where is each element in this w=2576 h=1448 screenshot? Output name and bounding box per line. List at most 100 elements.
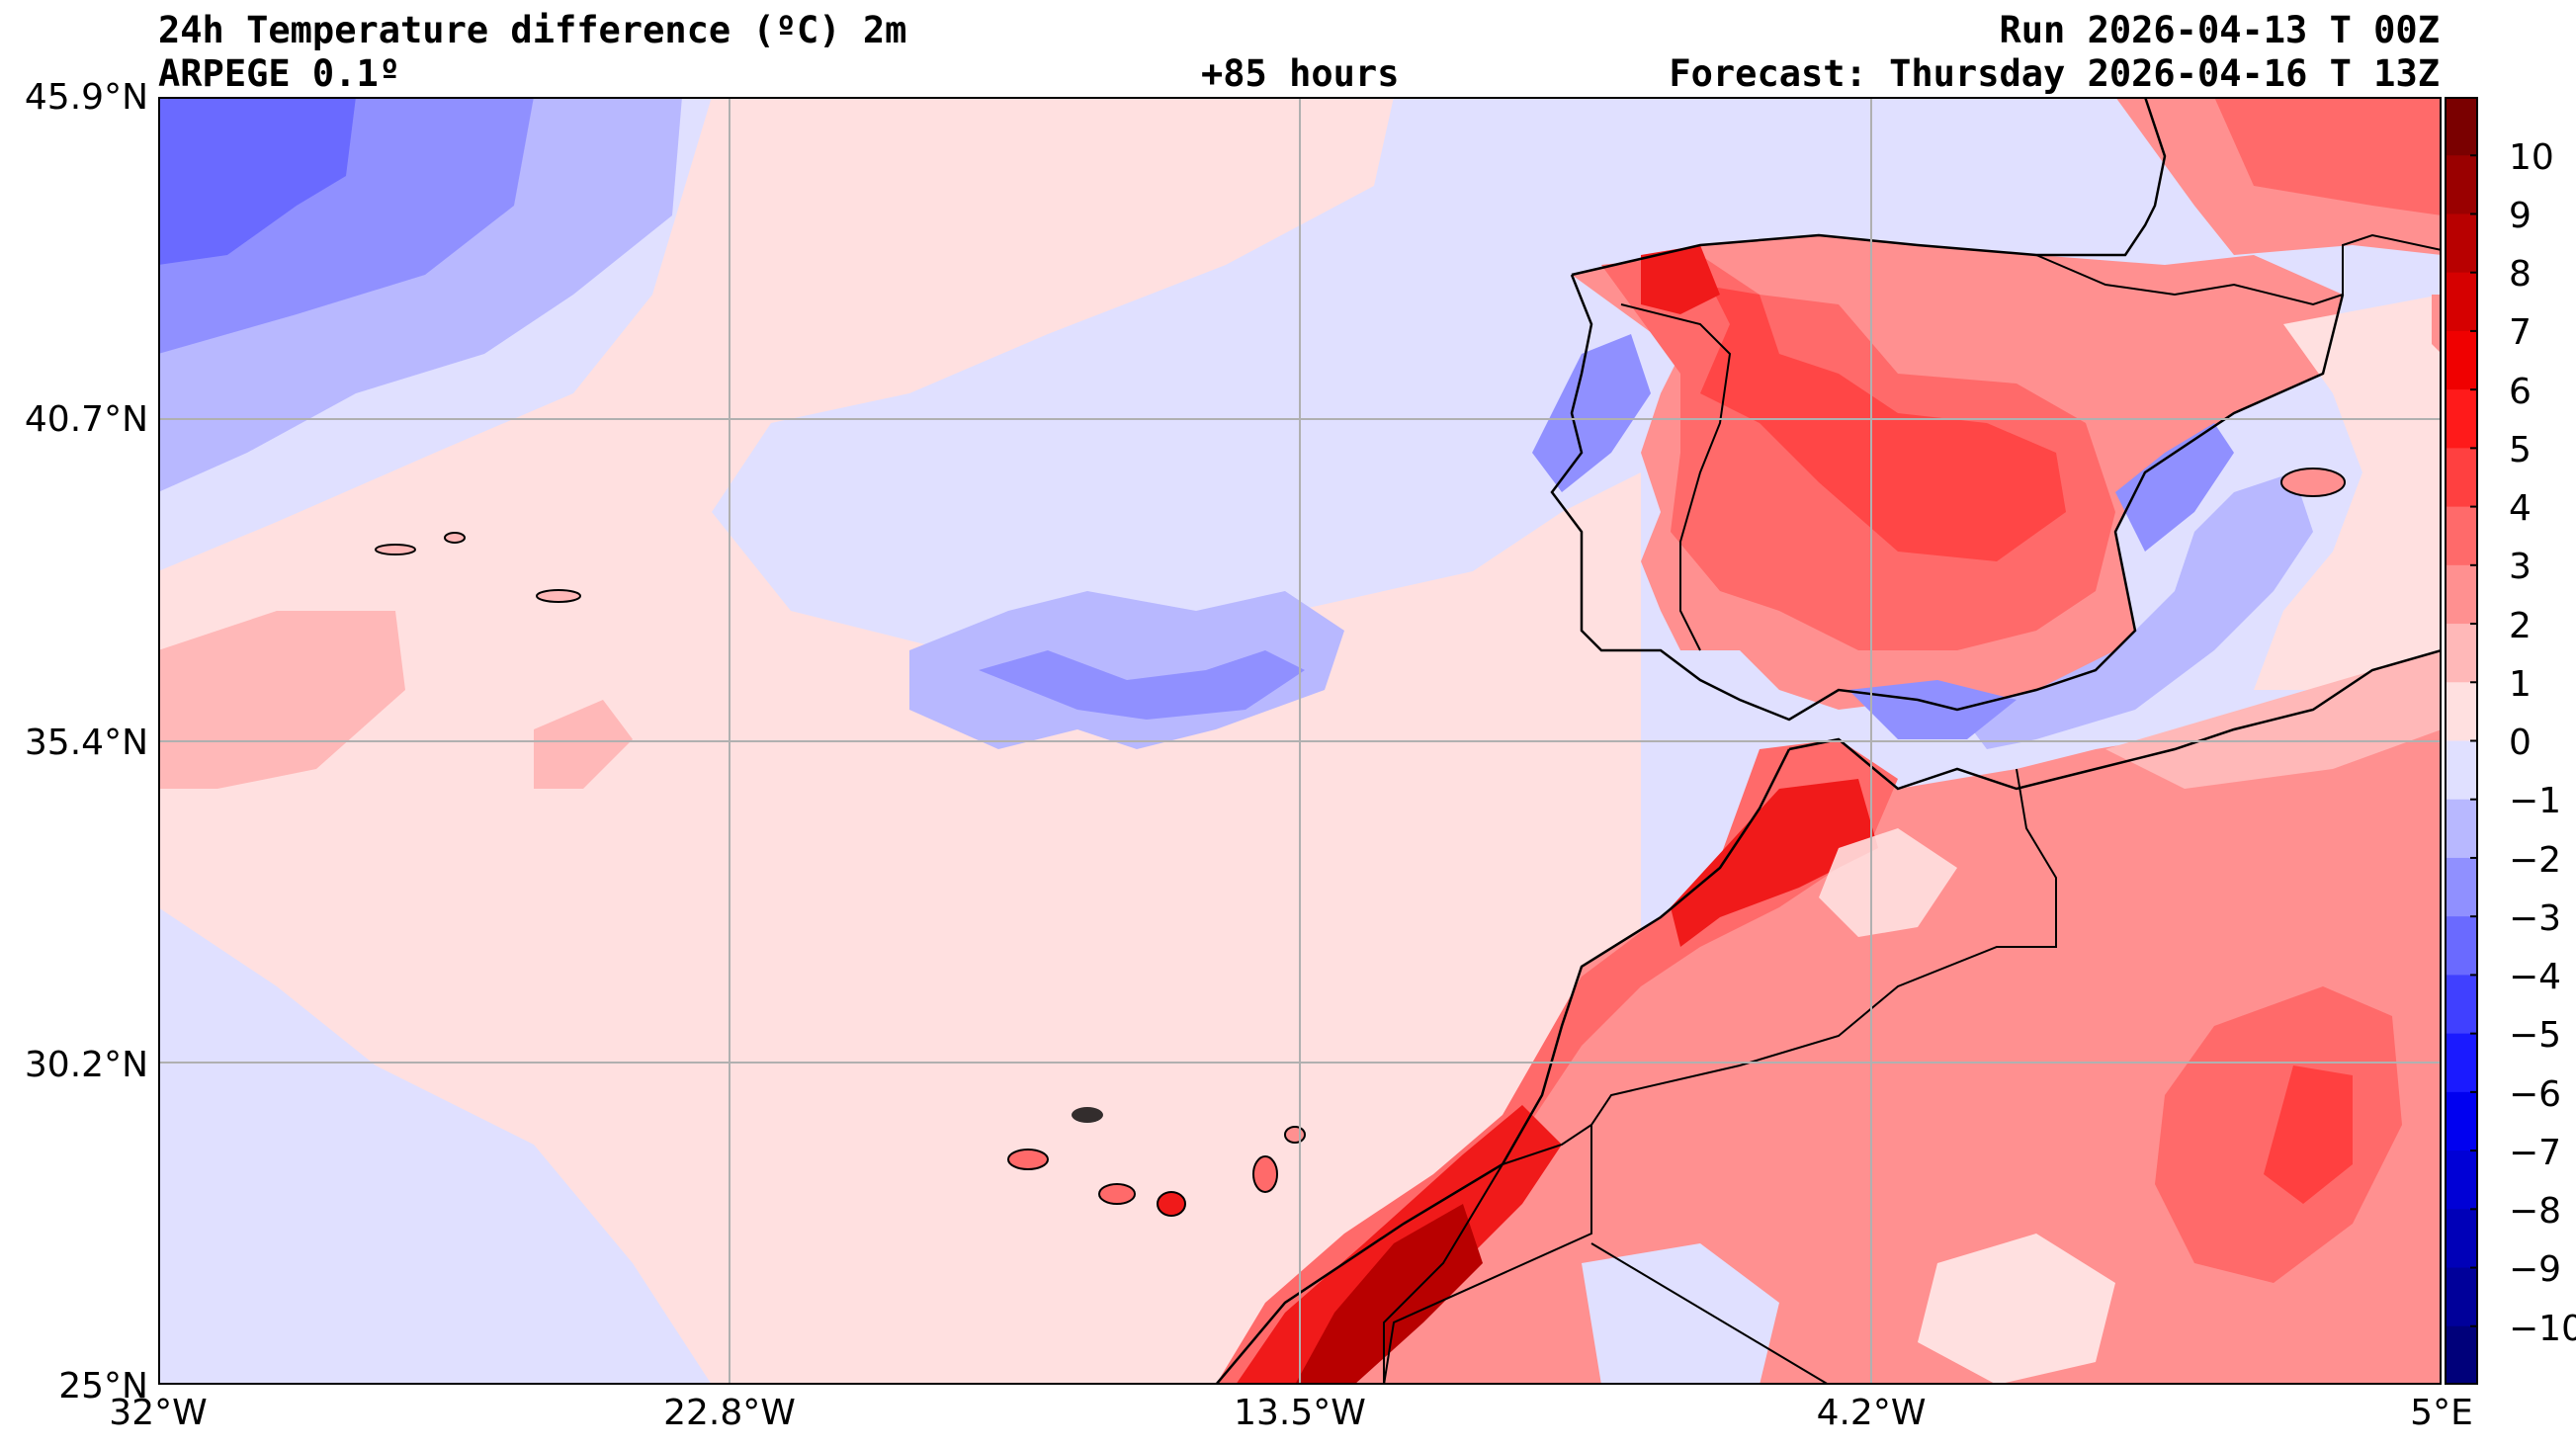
colorbar-swatch [2445, 97, 2478, 156]
canary-island-1 [1007, 1149, 1049, 1170]
colorbar-swatch [2445, 916, 2478, 976]
colorbar-swatch [2445, 506, 2478, 566]
morocco-algeria-border [1383, 768, 2057, 1385]
lat-tick: 40.7°N [24, 399, 148, 440]
colorbar-swatch [2445, 799, 2478, 859]
canary-island-4 [1252, 1155, 1278, 1193]
colorbar-tick: −1 [2509, 781, 2562, 821]
colorbar-swatch [2445, 1209, 2478, 1269]
colorbar-tick: −2 [2509, 840, 2562, 881]
colorbar-swatch [2445, 740, 2478, 801]
colorbar-tick: 6 [2509, 372, 2532, 412]
canary-island-2 [1157, 1191, 1186, 1217]
morocco-atlantic-coast [1215, 748, 1791, 1385]
lead-time-label: +85 hours [1201, 52, 1400, 95]
iberia-coastline [1571, 97, 2167, 277]
colorbar-swatch [2445, 1325, 2478, 1385]
morocco-hotter [1671, 779, 1878, 947]
south-slight-cool [1582, 1243, 1779, 1385]
colorbar-swatch [2445, 448, 2478, 508]
colorbar-tick: −7 [2509, 1133, 2562, 1173]
colorbar-tick: 7 [2509, 312, 2532, 353]
colorbar-swatch [2445, 1091, 2478, 1151]
colorbar-tick: −6 [2509, 1074, 2562, 1115]
alboran-cool [1848, 680, 2017, 739]
colorbar-swatch [2445, 1267, 2478, 1327]
colorbar-tick: −9 [2509, 1249, 2562, 1290]
western-sahara-border [1383, 1125, 1592, 1385]
colorbar-swatch [2445, 1033, 2478, 1093]
south-cool-patch [1918, 1234, 2115, 1385]
lon-tick: 5°E [2410, 1393, 2473, 1433]
lon-tick: 32°W [109, 1393, 208, 1433]
colorbar-swatch [2445, 682, 2478, 741]
sardinia-ish [2432, 295, 2442, 354]
colorbar-swatch [2445, 564, 2478, 625]
run-label: Run 2026-04-13 T 00Z [1999, 9, 2440, 51]
azores-island-2 [444, 532, 466, 544]
colorbar-swatch [2445, 330, 2478, 390]
galicia-offshore-cool [1532, 334, 1651, 492]
map-frame [158, 97, 2442, 1385]
nw-coolest-area [158, 97, 356, 265]
colorbar-tick: −3 [2509, 898, 2562, 939]
lon-tick: 4.2°W [1816, 1393, 1927, 1433]
model-label: ARPEGE 0.1º [158, 52, 401, 95]
colorbar-swatch [2445, 1150, 2478, 1210]
map-title: 24h Temperature difference (ºC) 2m [158, 9, 907, 51]
france-hot [2214, 97, 2442, 215]
lat-tick: 30.2°N [24, 1045, 148, 1085]
colorbar-swatch [2445, 213, 2478, 274]
temperature-map [158, 97, 2442, 1385]
ocean-cool-strip [1394, 215, 1671, 374]
colorbar-swatch [2445, 857, 2478, 917]
canary-island-5 [1284, 1126, 1306, 1144]
azores-island-3 [536, 589, 581, 603]
lon-tick: 22.8°W [663, 1393, 796, 1433]
colorbar-tick: 8 [2509, 254, 2532, 295]
colorbar-tick: 5 [2509, 430, 2532, 470]
colorbar-swatch [2445, 389, 2478, 449]
colorbar-tick: −8 [2509, 1191, 2562, 1232]
madeira-island [1072, 1107, 1103, 1123]
west-warm-patch-2 [534, 700, 633, 789]
colorbar-swatch [2445, 155, 2478, 214]
lat-tick: 25°N [58, 1366, 148, 1406]
colorbar-tick: 9 [2509, 196, 2532, 236]
sahara-hottest [1295, 1204, 1483, 1385]
portugal-border [1620, 303, 1732, 651]
mid-ocean-cooler [979, 650, 1305, 720]
colorbar [2445, 97, 2478, 1385]
iberia-west-coast [1550, 274, 2345, 722]
iberia-hotter [1641, 265, 2066, 561]
lat-tick: 35.4°N [24, 723, 148, 763]
med-warm-east [2254, 295, 2442, 690]
canary-island-3 [1098, 1183, 1136, 1205]
mauritania-border [1590, 1242, 1830, 1385]
colorbar-tick: 4 [2509, 488, 2532, 529]
lat-tick: 45.9°N [24, 77, 148, 118]
med-cool [1957, 472, 2313, 749]
balearic-cool [2115, 423, 2234, 552]
colorbar-tick: 3 [2509, 547, 2532, 587]
atlas-cool-patch [1819, 828, 1957, 937]
lon-tick: 13.5°W [1234, 1393, 1366, 1433]
colorbar-swatch [2445, 624, 2478, 683]
colorbar-tick: −4 [2509, 957, 2562, 997]
colorbar-tick: −10 [2509, 1309, 2576, 1349]
colorbar-tick: −5 [2509, 1015, 2562, 1056]
colorbar-tick: 0 [2509, 723, 2532, 763]
gridlines [158, 97, 2442, 1385]
colorbar-tick: 2 [2509, 606, 2532, 646]
forecast-label: Forecast: Thursday 2026-04-16 T 13Z [1669, 52, 2440, 95]
colorbar-frame [2445, 97, 2478, 1385]
colorbar-swatch [2445, 272, 2478, 332]
west-warm-patch [158, 611, 405, 789]
north-africa-coastline [1788, 648, 2442, 791]
france-spain-border [2035, 233, 2442, 306]
colorbar-tick: 1 [2509, 664, 2532, 705]
balearic-island [2280, 468, 2346, 497]
colorbar-tick: 10 [2509, 137, 2554, 178]
colorbar-swatch [2445, 975, 2478, 1035]
azores-island-1 [375, 544, 416, 555]
